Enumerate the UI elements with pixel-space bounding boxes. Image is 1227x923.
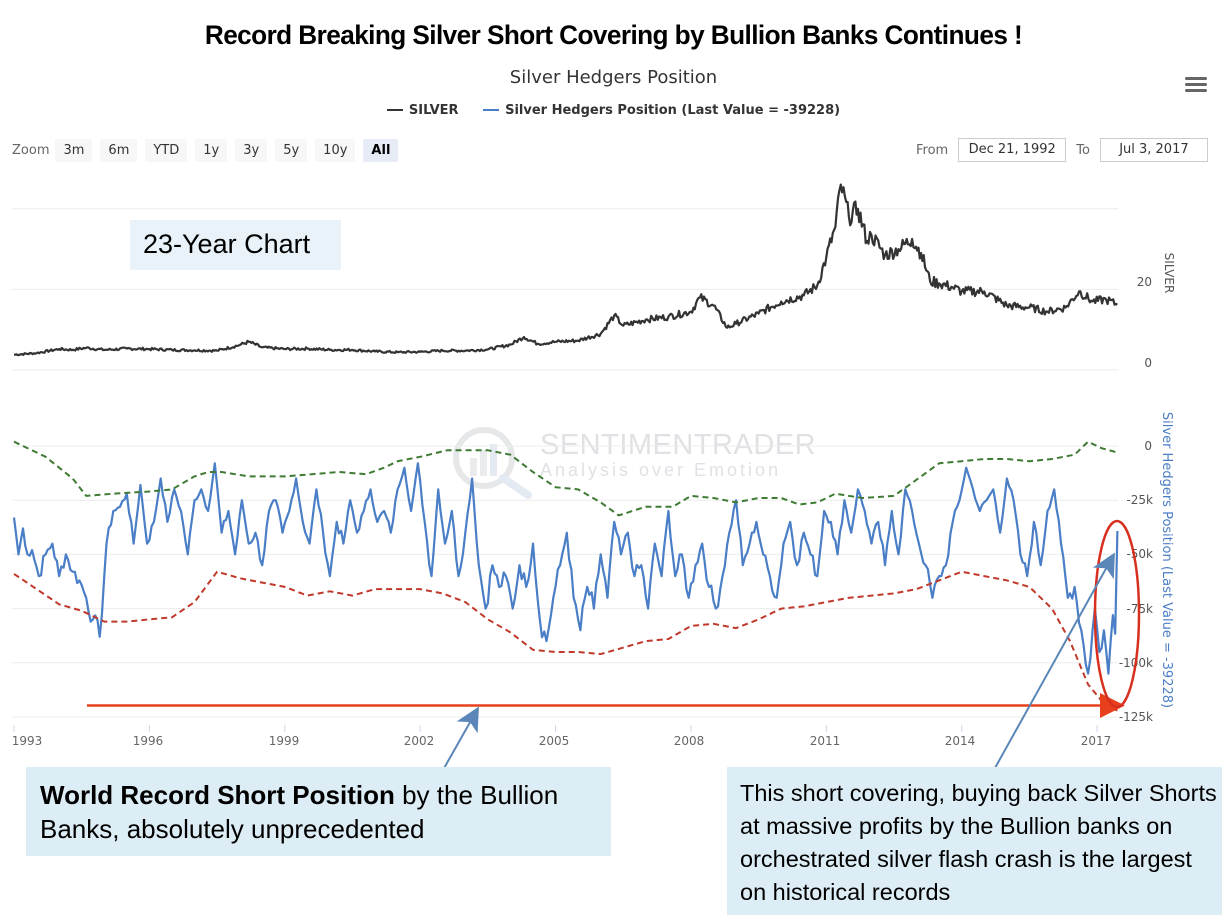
y-tick-hedgers-125k: -125k <box>1119 710 1153 724</box>
x-tick-2005: 2005 <box>539 734 570 748</box>
highlight-ellipse <box>1093 519 1141 709</box>
callout-arrow-right <box>994 552 1115 769</box>
annotation-layer <box>87 519 1141 771</box>
zoom-button-all[interactable]: All <box>363 139 399 162</box>
watermark: SENTIMENTRADER Analysis over Emotion <box>540 430 816 480</box>
legend-label-silver: SILVER <box>408 102 459 118</box>
zoom-button-1y[interactable]: 1y <box>195 139 228 162</box>
note-left-rest: by the Bullion Banks, absolutely unprece… <box>40 780 559 844</box>
x-tick-1993: 1993 <box>12 734 43 748</box>
legend: SILVER Silver Hedgers Position (Last Val… <box>0 100 1227 118</box>
x-tick-2011: 2011 <box>810 734 841 748</box>
series-silver-line <box>13 183 1118 357</box>
series-upper-band-line <box>13 440 1118 517</box>
date-range: From Dec 21, 1992 To Jul 3, 2017 <box>916 138 1208 162</box>
menu-bar <box>1185 83 1207 86</box>
note-left-box <box>26 767 611 856</box>
x-tick-2014: 2014 <box>945 734 976 748</box>
watermark-subtitle: Analysis over Emotion <box>540 460 782 480</box>
to-date-input[interactable]: Jul 3, 2017 <box>1099 138 1208 162</box>
note-left-text: World Record Short Position by the Bulli… <box>40 778 610 846</box>
legend-swatch-hedgers <box>483 109 500 111</box>
y-tick-silver-0: 0 <box>1144 356 1152 370</box>
y-tick-hedgers-25k: -25k <box>1126 493 1153 507</box>
series-layer <box>12 183 1119 712</box>
grid-upper <box>12 208 1118 371</box>
zoom-label: Zoom <box>12 143 50 158</box>
menu-bar <box>1185 89 1207 92</box>
zoom-button-10y[interactable]: 10y <box>315 139 356 162</box>
y-tick-hedgers-50k: -50k <box>1126 547 1153 561</box>
note-left-bold: World Record Short Position <box>40 780 395 810</box>
note-right-text: This short covering, buying back Silver … <box>740 780 1217 905</box>
from-label: From <box>916 142 949 158</box>
y-tick-silver-20: 20 <box>1137 275 1152 289</box>
zoom-button-5y[interactable]: 5y <box>275 139 308 162</box>
callout-arrow-left <box>442 706 479 771</box>
legend-item-hedgers[interactable]: Silver Hedgers Position (Last Value = -3… <box>483 103 840 118</box>
watermark-title: SENTIMENTRADER <box>540 429 817 461</box>
chart-title: Silver Hedgers Position <box>509 67 718 88</box>
axis-layer: 20 0 SILVER 0 -25k -50k -75k -100k -125k… <box>12 253 1176 748</box>
x-tick-2002: 2002 <box>404 734 435 748</box>
series-lower-band-line <box>13 570 1118 712</box>
x-tick-2017: 2017 <box>1081 734 1112 748</box>
menu-bar <box>1185 77 1207 80</box>
legend-item-silver[interactable]: SILVER <box>386 102 459 118</box>
zoom-bar: Zoom 3m 6m YTD 1y 3y 5y 10y All <box>12 139 406 162</box>
legend-label-hedgers: Silver Hedgers Position (Last Value = -3… <box>505 102 841 118</box>
watermark-logo-icon <box>453 427 532 499</box>
x-tick-1996: 1996 <box>133 734 164 748</box>
note-right-box <box>727 767 1222 915</box>
y-axis-title-hedgers: Silver Hedgers Position (Last Value = -3… <box>1159 412 1174 708</box>
x-tick-2008: 2008 <box>674 734 705 748</box>
zoom-button-ytd[interactable]: YTD <box>145 139 188 162</box>
legend-swatch-silver <box>386 109 403 111</box>
y-axis-title-silver: SILVER <box>1162 253 1176 294</box>
chart-span-label: 23-Year Chart <box>143 229 311 259</box>
headline: Record Breaking Silver Short Covering by… <box>204 20 1023 50</box>
hamburger-menu-icon[interactable] <box>1185 74 1207 94</box>
chart-span-label-box <box>130 220 341 270</box>
y-tick-hedgers-0: 0 <box>1144 439 1152 453</box>
to-label: To <box>1076 142 1090 158</box>
x-tick-1999: 1999 <box>269 734 300 748</box>
zoom-button-3y[interactable]: 3y <box>235 139 268 162</box>
from-date-input[interactable]: Dec 21, 1992 <box>958 138 1067 162</box>
zoom-button-3m[interactable]: 3m <box>55 139 93 162</box>
zoom-button-6m[interactable]: 6m <box>100 139 138 162</box>
series-hedgers-line <box>12 462 1119 675</box>
